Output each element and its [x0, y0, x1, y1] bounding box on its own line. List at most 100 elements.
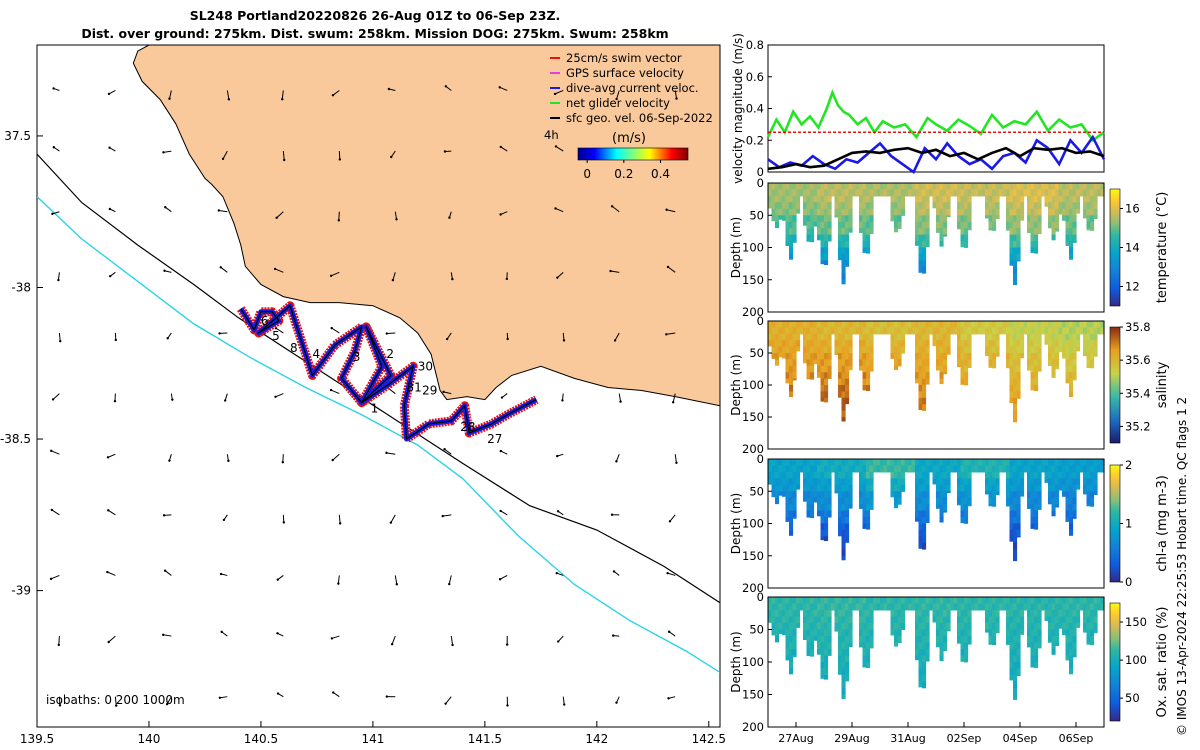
oxygen-heatmap-cell	[981, 610, 986, 611]
temperature-heatmap-cell	[876, 195, 881, 197]
temperature-heatmap-cell	[957, 183, 962, 190]
oxygen-heatmap-cell	[1058, 603, 1063, 611]
current-vector-arrowhead	[448, 582, 451, 586]
legend-label: net glider velocity	[566, 96, 670, 110]
temperature-heatmap-cell	[880, 195, 885, 197]
chla-heatmap-cell	[824, 478, 829, 486]
current-vector-arrow	[57, 272, 60, 281]
oxygen-heatmap-cell	[845, 597, 850, 604]
salinity-heatmap-cell	[862, 365, 867, 373]
salinity-heatmap-cell	[817, 372, 822, 378]
current-vector-arrowhead	[51, 398, 55, 401]
salinity-heatmap-cell	[1034, 346, 1039, 354]
chla-heatmap-cell	[915, 465, 920, 473]
oxygen-heatmap-cell	[1020, 610, 1025, 617]
temperature-heatmap-cell	[960, 228, 965, 236]
oxygen-heatmap-cell	[918, 616, 923, 624]
oxygen-heatmap-cell	[1030, 616, 1035, 624]
oxygen-heatmap-cell	[813, 597, 818, 604]
temperature-heatmap-cell	[936, 208, 941, 216]
temperature-heatmap-cell	[792, 202, 797, 210]
oxygen-heatmap-cell	[1027, 636, 1032, 643]
oxygen-heatmap-cell	[943, 610, 948, 617]
temperature-heatmap-cell	[925, 221, 930, 229]
chla-heatmap-cell	[775, 471, 780, 479]
salinity-heatmap-cell	[939, 346, 944, 354]
chla-heatmap-cell	[1055, 491, 1060, 499]
chla-heatmap-cell	[852, 465, 857, 473]
temperature-heatmap-cell	[1048, 183, 1053, 190]
chla-heatmap-cell	[988, 491, 993, 499]
chla-heatmap-cell	[918, 484, 923, 492]
temperature-heatmap-cell	[974, 195, 979, 197]
oxygen-heatmap-cell	[1072, 655, 1077, 658]
oxygen-heatmap-cell	[834, 597, 839, 604]
salinity-heatmap-cell	[883, 333, 888, 335]
temperature-heatmap-cell	[827, 228, 832, 236]
oxygen-heatmap-cell	[939, 642, 944, 650]
oxygen-heatmap-cell	[915, 655, 920, 661]
chla-heatmap-cell	[915, 478, 920, 486]
temperature-heatmap-cell	[1020, 208, 1025, 216]
chla-heatmap-cell	[1030, 459, 1035, 466]
temperature-heatmap-cell	[894, 208, 899, 216]
oxygen-heatmap-cell	[1006, 629, 1011, 637]
temperature-heatmap-cell	[915, 189, 920, 197]
oxygen-heatmap-cell	[1037, 603, 1042, 611]
temperature-heatmap-cell	[1034, 202, 1039, 210]
salinity-heatmap-cell	[792, 321, 797, 328]
chla-heatmap-cell	[806, 478, 811, 486]
oxygen-heatmap-cell	[792, 610, 797, 617]
chla-heatmap-cell	[1086, 465, 1091, 473]
oxygen-heatmap-cell	[946, 597, 951, 604]
oxygen-heatmap-cell	[929, 610, 934, 611]
salinity-heatmap-cell	[960, 353, 965, 360]
chla-heatmap-cell	[817, 465, 822, 473]
temperature-heatmap-cell	[915, 228, 920, 236]
oxygen-heatmap-cell	[803, 636, 808, 640]
current-vector-arrowhead	[218, 332, 221, 335]
current-vector-arrow	[618, 393, 622, 402]
current-vector-arrowhead	[219, 572, 223, 576]
temperature-heatmap-cell	[915, 234, 920, 242]
temperature-heatmap-cell	[771, 183, 776, 190]
oxygen-heatmap-cell	[845, 616, 850, 624]
chla-heatmap-cell	[817, 471, 822, 479]
current-vector-arrow	[611, 205, 620, 213]
chla-heatmap-cell	[1065, 459, 1070, 466]
salinity-heatmap-cell	[827, 321, 832, 328]
chla-heatmap-cell	[813, 465, 818, 473]
salinity-heatmap-cell	[915, 327, 920, 335]
temperature-heatmap-cell	[824, 247, 829, 255]
salinity-heatmap-cell	[1002, 333, 1007, 335]
current-vector-arrow	[164, 206, 172, 213]
salinity-heatmap-cell	[859, 327, 864, 335]
current-vector-arrowhead	[666, 571, 669, 575]
temperature-heatmap-cell	[946, 189, 951, 197]
temperature-heatmap-cell	[922, 183, 927, 190]
temperature-heatmap-cell	[943, 202, 948, 210]
oxygen-heatmap-cell	[866, 616, 871, 624]
salinity-heatmap-cell	[1090, 365, 1095, 369]
current-vector-arrowhead	[162, 151, 165, 154]
chla-heatmap-cell	[964, 517, 969, 524]
temperature-heatmap-cell	[1090, 195, 1095, 203]
oxygen-heatmap-cell	[964, 623, 969, 630]
chla-heatmap-cell	[1044, 459, 1049, 466]
chla-heatmap-cell	[1034, 497, 1039, 505]
salinity-heatmap-cell	[831, 327, 836, 335]
salinity-heatmap-cell	[897, 327, 902, 335]
temperature-heatmap-cell	[1065, 189, 1070, 197]
oxygen-heatmap-cell	[988, 616, 993, 624]
chla-heatmap-cell	[845, 465, 850, 473]
temperature-heatmap-cell	[1013, 266, 1018, 274]
temperature-heatmap-cell	[824, 228, 829, 236]
chla-heatmap-cell	[897, 484, 902, 492]
temperature-heatmap-cell	[862, 215, 867, 223]
salinity-heatmap-cell	[988, 327, 993, 335]
current-vector-arrow	[557, 271, 564, 279]
oxygen-heatmap-cell	[1030, 603, 1035, 611]
current-vector-arrowhead	[666, 265, 670, 269]
salinity-heatmap-cell	[985, 321, 990, 328]
chla-heatmap-cell	[824, 465, 829, 473]
